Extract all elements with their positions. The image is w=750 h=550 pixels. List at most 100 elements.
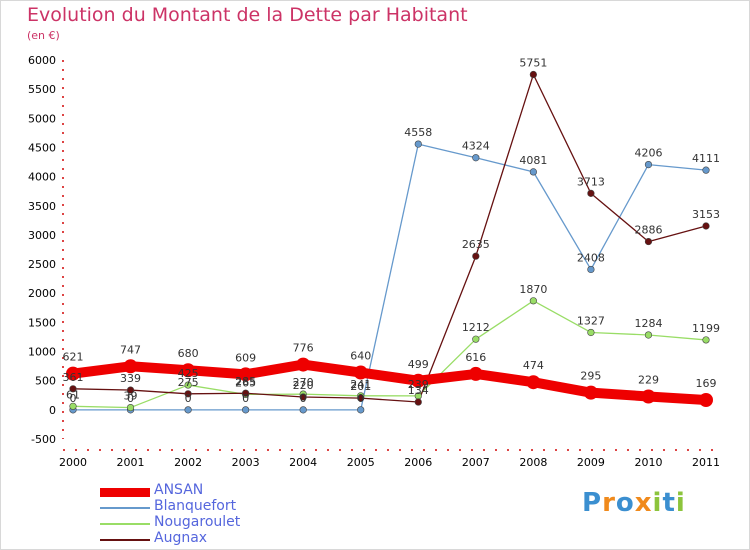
y-tick-label: 2000 bbox=[28, 287, 56, 300]
data-label: 361 bbox=[63, 371, 84, 384]
data-label: 339 bbox=[120, 372, 141, 385]
data-label: 2886 bbox=[634, 224, 662, 237]
x-tick-label: 2006 bbox=[404, 456, 432, 469]
data-label: 621 bbox=[63, 351, 84, 364]
data-point bbox=[641, 389, 656, 404]
x-tick-label: 2000 bbox=[59, 456, 87, 469]
data-point bbox=[644, 161, 653, 169]
y-tick-label: 4500 bbox=[28, 141, 56, 154]
data-label: 776 bbox=[293, 342, 314, 355]
legend-swatch bbox=[100, 488, 150, 497]
data-label: 616 bbox=[465, 351, 486, 364]
x-tick-label: 2003 bbox=[232, 456, 260, 469]
data-label: 169 bbox=[696, 377, 717, 390]
data-point bbox=[699, 392, 713, 407]
data-point bbox=[583, 385, 598, 400]
y-tick-label: 0 bbox=[49, 404, 56, 417]
y-tick-label: 6000 bbox=[28, 54, 56, 67]
data-point bbox=[238, 367, 253, 382]
y-tick-label: 4000 bbox=[28, 171, 56, 184]
data-label: 0 bbox=[242, 392, 249, 405]
data-point bbox=[587, 189, 595, 197]
chart-data-labels: 621 747 680 609 776 640 499 616 474 295 229 169 0 0 0 0… bbox=[63, 57, 721, 405]
x-tick-label: 2001 bbox=[117, 456, 145, 469]
logo-letter: r bbox=[602, 488, 616, 518]
logo-letter: x bbox=[634, 488, 653, 518]
data-label: 1284 bbox=[634, 317, 662, 330]
data-label: 229 bbox=[638, 373, 659, 386]
data-point bbox=[69, 402, 77, 410]
data-label: 241 bbox=[350, 378, 371, 391]
data-point bbox=[526, 375, 541, 390]
series-line-ansan bbox=[68, 359, 711, 405]
data-label: 4081 bbox=[519, 154, 547, 167]
data-point bbox=[126, 386, 135, 394]
data-label: 4558 bbox=[404, 126, 432, 139]
data-point bbox=[529, 168, 537, 176]
series-line-augnax bbox=[72, 73, 707, 403]
data-label: 4206 bbox=[634, 147, 662, 160]
legend-swatch bbox=[100, 539, 150, 541]
x-tick-label: 2007 bbox=[462, 456, 490, 469]
y-tick-label: 3500 bbox=[28, 200, 56, 213]
data-label: 640 bbox=[350, 350, 371, 363]
x-tick-label: 2005 bbox=[347, 456, 375, 469]
data-point bbox=[414, 398, 422, 406]
data-point bbox=[357, 406, 365, 414]
x-tick-label: 2002 bbox=[174, 456, 202, 469]
data-point bbox=[184, 406, 192, 414]
y-tick-label: 1000 bbox=[28, 346, 56, 359]
x-tick-label: 2011 bbox=[692, 456, 720, 469]
data-point bbox=[69, 385, 77, 393]
legend-swatch bbox=[100, 523, 150, 525]
x-tick-label: 2009 bbox=[577, 456, 605, 469]
data-label: 1870 bbox=[519, 283, 547, 296]
data-point bbox=[702, 336, 710, 344]
data-point bbox=[472, 335, 480, 343]
data-label: 3713 bbox=[577, 175, 605, 188]
data-point bbox=[66, 366, 80, 381]
data-point bbox=[184, 381, 192, 389]
data-point bbox=[529, 297, 537, 305]
legend-label: Blanquefort bbox=[154, 498, 237, 514]
logo-letter: i bbox=[652, 488, 663, 518]
data-label: 39 bbox=[124, 390, 138, 403]
data-point bbox=[472, 154, 480, 162]
y-tick-label: 5000 bbox=[28, 112, 56, 125]
data-label: 747 bbox=[120, 343, 141, 356]
chart-series-lines bbox=[68, 73, 711, 411]
data-label: 680 bbox=[178, 347, 199, 360]
data-label: 2635 bbox=[462, 238, 490, 251]
data-point bbox=[123, 359, 138, 374]
data-label: 0 bbox=[357, 392, 364, 405]
data-point bbox=[411, 373, 426, 388]
y-tick-label: 3000 bbox=[28, 229, 56, 242]
data-label: 285 bbox=[235, 375, 256, 388]
data-label: 0 bbox=[185, 392, 192, 405]
data-point bbox=[181, 363, 196, 378]
logo-letter: i bbox=[675, 488, 686, 518]
y-tick-label: -500 bbox=[31, 433, 56, 446]
y-tick-label: 5500 bbox=[28, 83, 56, 96]
data-point bbox=[472, 252, 480, 260]
data-point bbox=[587, 328, 595, 337]
data-point bbox=[299, 393, 307, 401]
legend-swatch bbox=[100, 507, 150, 509]
data-label: 275 bbox=[178, 376, 199, 389]
data-point bbox=[644, 331, 653, 339]
data-label: 1199 bbox=[692, 322, 720, 335]
data-label: 239 bbox=[408, 378, 429, 391]
data-point bbox=[357, 394, 365, 402]
legend-label: ANSAN bbox=[154, 482, 204, 498]
data-label: 5751 bbox=[519, 57, 547, 70]
x-tick-label: 2010 bbox=[634, 456, 662, 469]
data-point bbox=[242, 389, 250, 397]
x-tick-label: 2004 bbox=[289, 456, 317, 469]
data-label: 295 bbox=[580, 370, 601, 383]
logo-letter: o bbox=[615, 488, 635, 518]
series-line-blanquefort bbox=[72, 143, 707, 411]
data-label: 474 bbox=[523, 359, 544, 372]
data-point bbox=[296, 357, 311, 372]
data-point bbox=[587, 265, 595, 274]
data-label: 425 bbox=[178, 367, 199, 380]
